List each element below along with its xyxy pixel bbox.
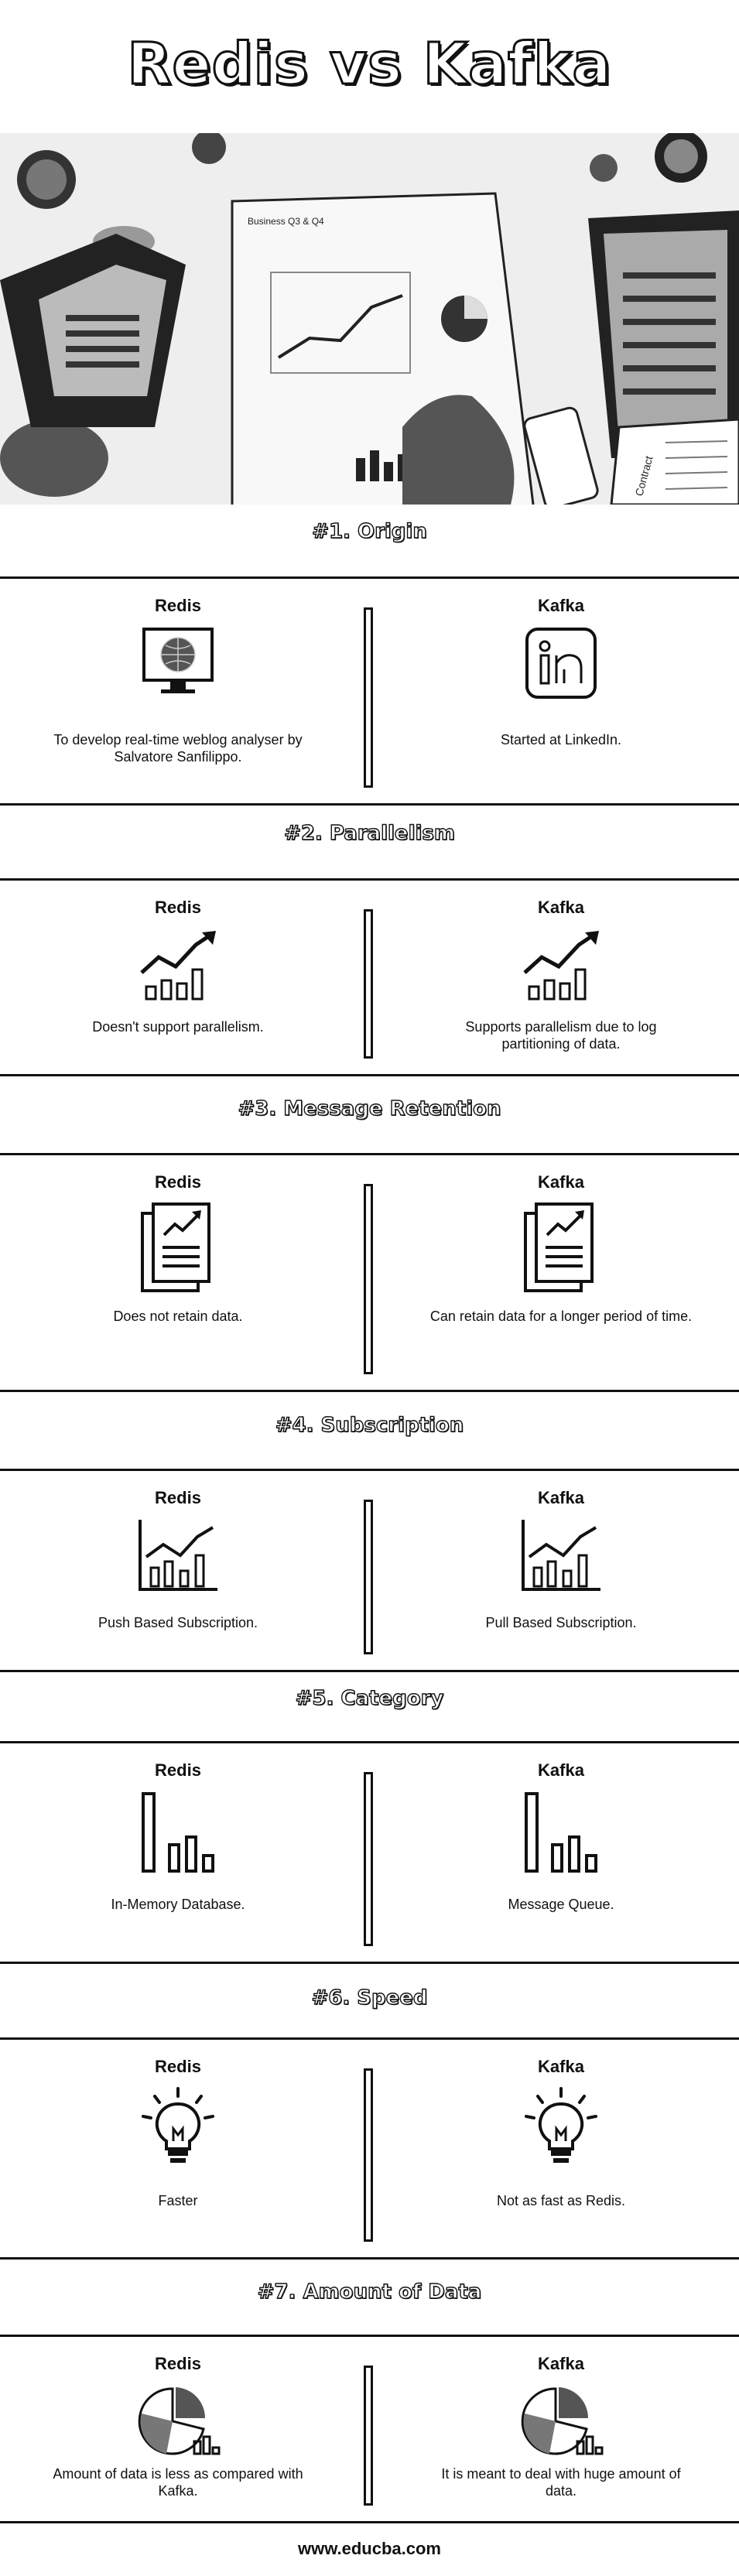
section-bottom-rule — [0, 2257, 739, 2260]
document-chart-icon — [139, 1201, 217, 1298]
column-divider — [364, 1772, 373, 1946]
right-column-heading: Kafka — [538, 1760, 584, 1780]
section-top-rule — [0, 2335, 739, 2337]
left-column-heading: Redis — [155, 898, 201, 917]
left-column-description: Amount of data is less as compared with … — [53, 2466, 303, 2499]
right-column-description: Pull Based Subscription. — [485, 1615, 637, 1630]
section-top-rule — [0, 576, 739, 579]
descending-bars-icon — [518, 1789, 604, 1878]
left-column-description: In-Memory Database. — [111, 1897, 245, 1912]
left-column-description: To develop real-time weblog analyser by … — [53, 732, 303, 765]
section-heading: #6. Speed — [311, 1986, 428, 2010]
left-column-description: Faster — [158, 2193, 198, 2208]
section-bottom-rule — [0, 1390, 739, 1392]
column-divider — [364, 1184, 373, 1374]
left-column-heading: Redis — [155, 596, 201, 615]
footer-url: www.educba.com — [297, 2539, 441, 2558]
section-heading: #5. Category — [295, 1686, 444, 1710]
section-top-rule — [0, 2037, 739, 2040]
lightbulb-icon — [518, 2085, 604, 2174]
section-heading: #7. Amount of Data — [257, 2280, 482, 2304]
left-column-description: Doesn't support parallelism. — [92, 1019, 264, 1035]
section-bottom-rule — [0, 803, 739, 806]
right-column-heading: Kafka — [538, 596, 584, 615]
bar-growth-arrow-icon — [135, 926, 221, 1007]
left-column-heading: Redis — [155, 1760, 201, 1780]
section-bottom-rule — [0, 1074, 739, 1076]
section-bottom-rule — [0, 2521, 739, 2523]
left-column-description: Does not retain data. — [113, 1309, 243, 1324]
section-bottom-rule — [0, 1962, 739, 1964]
axis-chart-icon — [518, 1517, 604, 1598]
right-column-description: Started at LinkedIn. — [500, 732, 622, 747]
right-column-heading: Kafka — [538, 1488, 584, 1507]
globe-monitor-icon — [139, 624, 217, 706]
pie-chart-icon — [135, 2383, 221, 2464]
axis-chart-icon — [135, 1517, 221, 1598]
bar-growth-arrow-icon — [518, 926, 604, 1007]
linkedin-logo-icon — [522, 624, 600, 706]
right-column-heading: Kafka — [538, 2057, 584, 2076]
document-chart-icon — [522, 1201, 600, 1298]
lightbulb-icon — [135, 2085, 221, 2174]
section-heading: #4. Subscription — [275, 1413, 464, 1437]
page-title: Redis vs Kafka — [126, 30, 612, 99]
right-column-description: Can retain data for a longer period of t… — [429, 1309, 693, 1324]
section-top-rule — [0, 1741, 739, 1743]
pie-chart-icon — [518, 2383, 604, 2464]
section-top-rule — [0, 1153, 739, 1155]
hero-image: Business Q3 & Q4 Contract — [0, 133, 739, 505]
descending-bars-icon — [135, 1789, 221, 1878]
right-column-description: It is meant to deal with huge amount of … — [441, 2466, 681, 2499]
right-column-description: Message Queue. — [508, 1897, 614, 1912]
right-column-heading: Kafka — [538, 1172, 584, 1192]
section-heading: #2. Parallelism — [283, 821, 455, 845]
section-heading: #3. Message Retention — [238, 1096, 501, 1120]
left-column-description: Push Based Subscription. — [98, 1615, 258, 1630]
right-column-description: Not as fast as Redis. — [496, 2193, 626, 2208]
right-column-heading: Kafka — [538, 898, 584, 917]
photo-report-label: Business Q3 & Q4 — [248, 216, 324, 227]
right-column-heading: Kafka — [538, 2354, 584, 2373]
left-column-heading: Redis — [155, 1488, 201, 1507]
section-bottom-rule — [0, 1670, 739, 1672]
section-top-rule — [0, 1469, 739, 1471]
section-heading: #1. Origin — [311, 519, 427, 543]
column-divider — [364, 2366, 373, 2506]
column-divider — [364, 1500, 373, 1654]
column-divider — [364, 909, 373, 1059]
section-top-rule — [0, 878, 739, 881]
column-divider — [364, 2068, 373, 2242]
left-column-heading: Redis — [155, 1172, 201, 1192]
left-column-heading: Redis — [155, 2354, 201, 2373]
right-column-description: Supports parallelism due to log partitio… — [465, 1019, 657, 1052]
left-column-heading: Redis — [155, 2057, 201, 2076]
column-divider — [364, 607, 373, 788]
